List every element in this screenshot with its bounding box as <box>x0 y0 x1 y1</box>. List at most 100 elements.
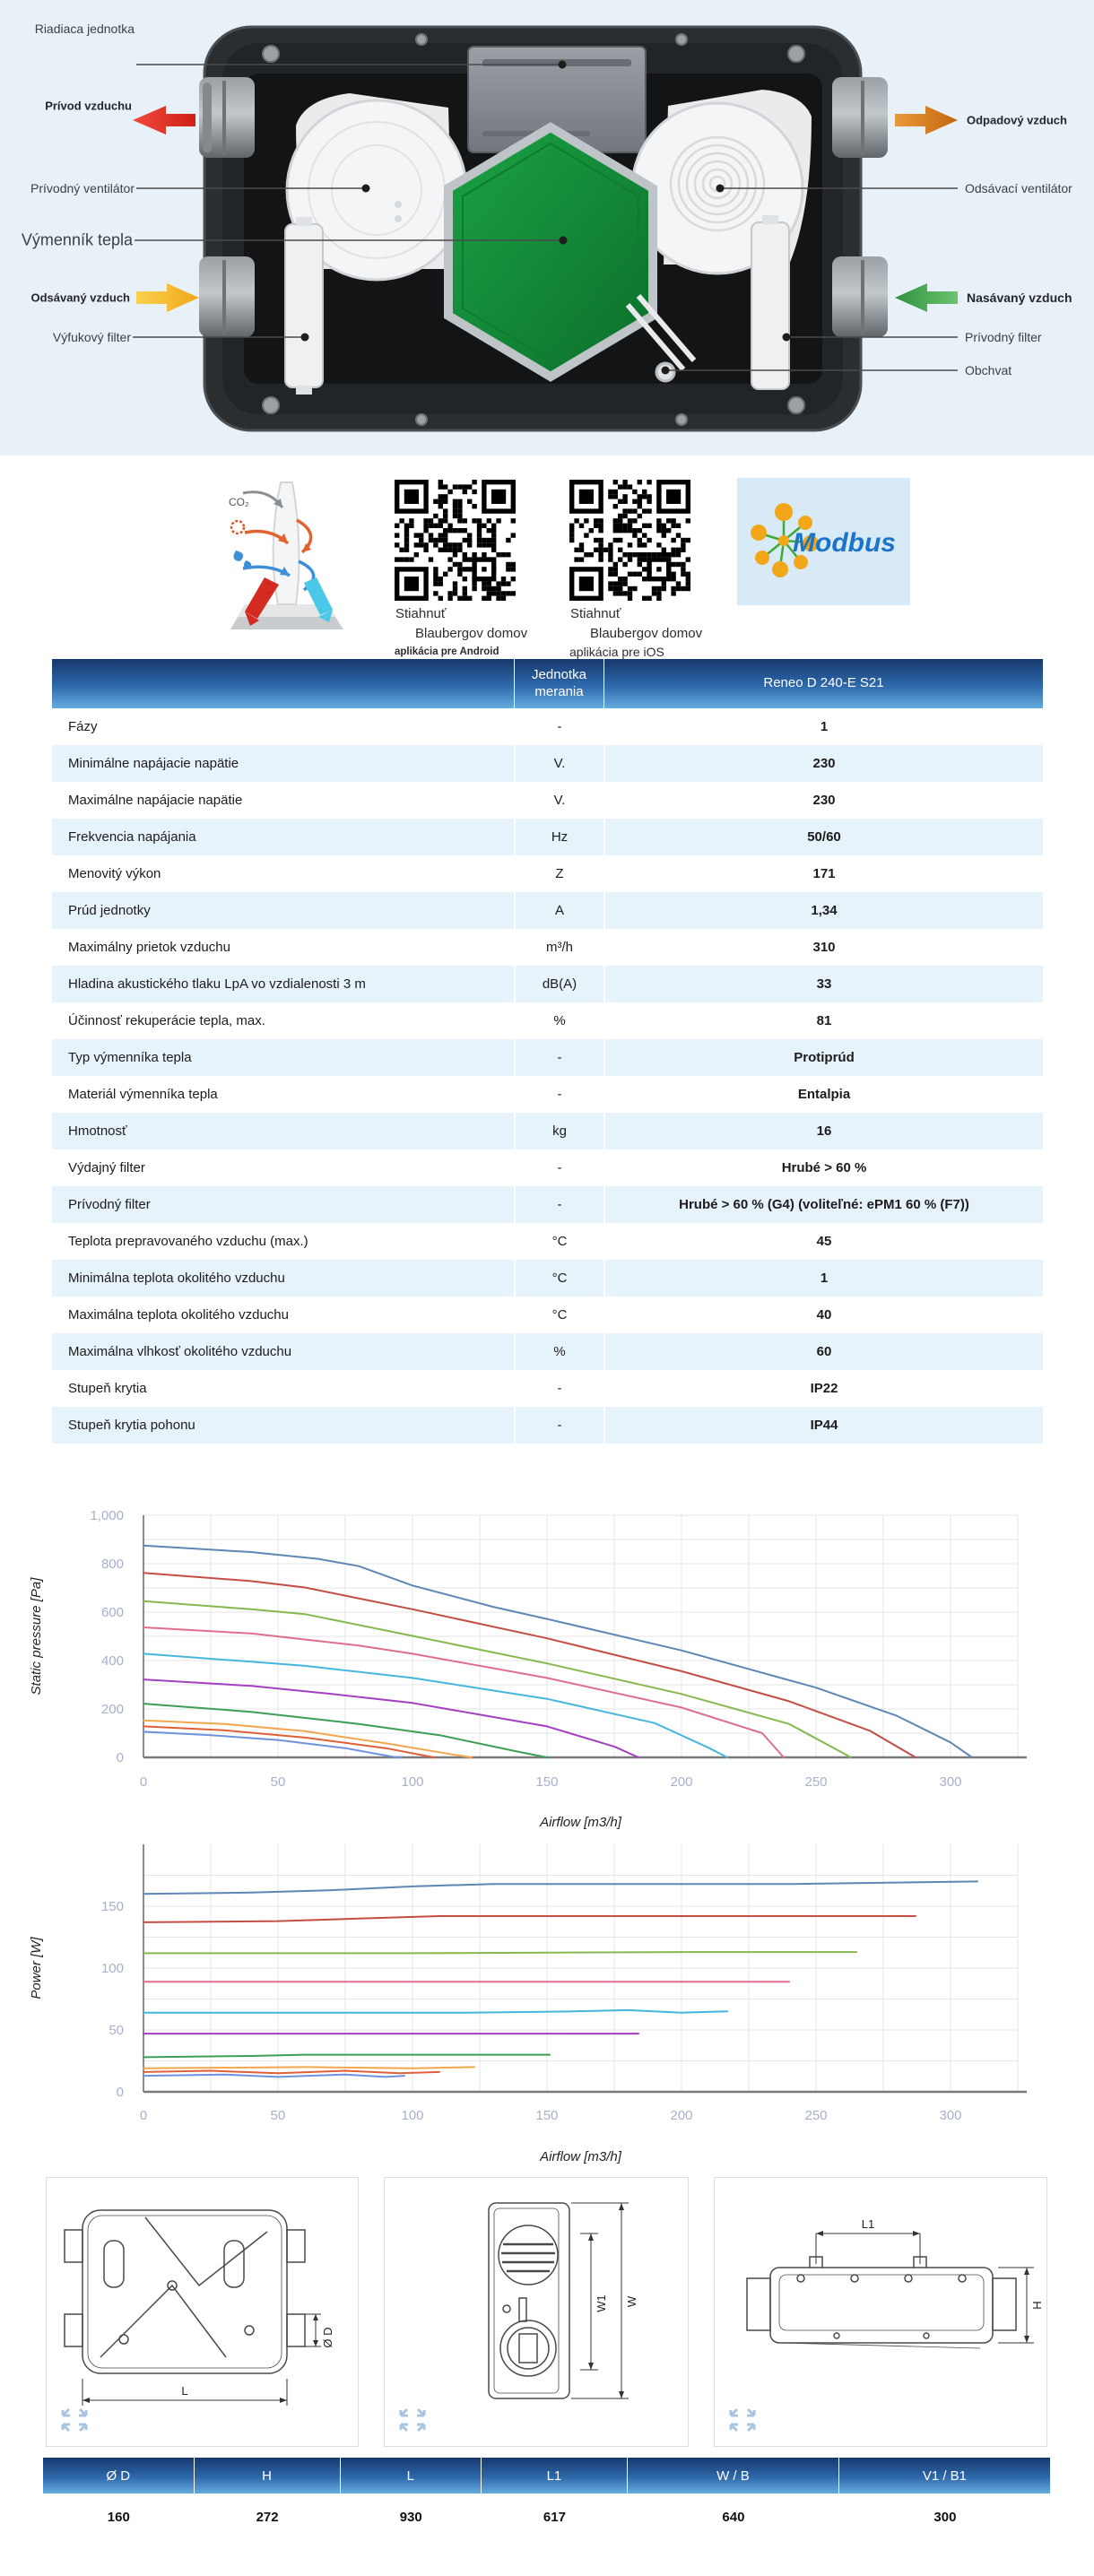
screws <box>262 33 805 426</box>
y-axis-label: Static pressure [Pa] <box>29 1577 44 1696</box>
table-row: Minimálna teplota okolitého vzduchu °C 1 <box>52 1260 1043 1297</box>
value-cell: 1 <box>820 719 829 734</box>
chart-series <box>143 1703 548 1758</box>
chart-series <box>143 1678 639 1758</box>
param-cell: Prívodný filter <box>52 1186 514 1223</box>
qr-ios-caption-3: aplikácia pre iOS <box>569 645 664 659</box>
unit-cell: V. <box>553 793 566 808</box>
value-cell: 40 <box>816 1307 832 1323</box>
unit-cell: - <box>557 1087 562 1102</box>
label-supply-fan: Prívodný ventilátor <box>30 181 135 195</box>
value-cell: IP44 <box>605 1407 1043 1444</box>
x-tick-label: 300 <box>939 2108 961 2123</box>
chart-series <box>143 2066 475 2069</box>
value-cell: 33 <box>605 966 1043 1002</box>
label-bypass: Obchvat <box>965 363 1012 377</box>
air-quality-app-icon: CO₂ <box>229 481 343 629</box>
x-tick-label: 100 <box>401 1774 423 1790</box>
label-exhaust-filter: Výfukový filter <box>52 330 131 344</box>
param-cell: Výdajný filter <box>68 1160 145 1175</box>
table-row: Prívodný filter - Hrubé > 60 % (G4) (volit… <box>52 1186 1043 1223</box>
chart-series <box>143 2053 551 2059</box>
value-cell: 16 <box>605 1113 1043 1149</box>
spec-table: Jednotka merania Reneo D 240-E S21 Fázy -… <box>52 659 1043 1444</box>
spec-header-unit: Jednotka merania <box>515 659 603 708</box>
leader-lines <box>133 64 958 371</box>
value-cell: Protiprúd <box>605 1039 1043 1076</box>
y-tick-label: 1,000 <box>90 1508 124 1523</box>
expand-icon[interactable] <box>397 2407 428 2433</box>
x-tick-label: 0 <box>140 2108 147 2123</box>
chart-series <box>143 1626 785 1758</box>
dimensions-table: Ø D H L L1 W / B V1 / B1 160 272 930 617 640 300 <box>43 2458 1051 2540</box>
x-axis-label: Airflow [m3/h] <box>539 1815 622 1830</box>
y-tick-label: 0 <box>117 2085 124 2100</box>
param-cell: Teplota prepravovaného vzduchu (max.) <box>68 1234 308 1249</box>
unit-cell: °C <box>516 1260 603 1297</box>
value-cell: Hrubé > 60 % <box>781 1160 867 1175</box>
qr-android-caption-3: aplikácia pre Android <box>395 646 499 657</box>
x-tick-label: 50 <box>271 1774 286 1790</box>
table-row: Hladina akustického tlaku LpA vo vzdiale… <box>52 966 1043 1002</box>
unit-cell: Z <box>555 866 564 881</box>
unit-cell: °C <box>551 1307 568 1323</box>
expand-icon[interactable] <box>727 2407 758 2433</box>
param-cell: Typ výmenníka tepla <box>52 1039 514 1076</box>
dim-value-cell: 160 <box>107 2509 130 2525</box>
param-cell: Hladina akustického tlaku LpA vo vzdiale… <box>52 966 514 1002</box>
value-cell: 230 <box>812 793 836 808</box>
product-illustration <box>133 25 958 432</box>
chart-series <box>143 1572 916 1758</box>
table-row: Minimálne napájacie napätie V. 230 <box>52 745 1043 782</box>
unit-cell: - <box>557 1160 562 1175</box>
value-cell: Hrubé > 60 % (G4) (voliteľné: ePM1 60 % … <box>605 1186 1043 1223</box>
unit-cell: A <box>516 892 603 929</box>
param-cell: Maximálna vlhkosť okolitého vzduchu <box>52 1333 514 1370</box>
port-intake-in <box>832 256 888 337</box>
value-cell: 171 <box>812 866 836 881</box>
y-tick-label: 600 <box>101 1605 124 1620</box>
table-row: Typ výmenníka tepla - Protiprúd <box>52 1039 1043 1076</box>
x-tick-label: 200 <box>670 1774 692 1790</box>
chart-series <box>143 2069 440 2075</box>
table-row: Maximálne napájacie napätie V. 230 <box>52 782 1043 819</box>
waste-air-arrow <box>895 106 958 134</box>
unit-cell: m³/h <box>546 940 573 955</box>
expand-icon[interactable] <box>59 2407 90 2433</box>
modbus-logo: Modbus <box>751 503 896 577</box>
unit-cell: - <box>557 719 562 734</box>
drawing-top-view: Ø D L <box>46 2177 359 2447</box>
table-row: Materiál výmenníka tepla - Entalpia <box>52 1076 1043 1113</box>
unit-cell: °C <box>551 1234 568 1249</box>
label-intake-air: Nasávaný vzduch <box>967 291 1072 305</box>
spec-header-param <box>52 659 514 708</box>
x-axis-label: Airflow [m3/h] <box>539 2149 622 2164</box>
dim-label-l1: L1 <box>862 2217 874 2231</box>
unit-cell: - <box>516 1407 603 1444</box>
chart-series <box>143 1951 857 1955</box>
drawing-front-view-svg: L1 H <box>746 2217 1044 2349</box>
exhaust-filter-part <box>284 217 324 395</box>
unit-cell: kg <box>516 1113 603 1149</box>
dim-header-cell: L1 <box>481 2458 627 2494</box>
label-waste-air: Odpadový vzduch <box>967 113 1067 127</box>
param-cell: Prúd jednotky <box>52 892 514 929</box>
table-row: Prúd jednotky A 1,34 <box>52 892 1043 929</box>
param-cell: Minimálne napájacie napätie <box>52 745 514 782</box>
dimensions-table-header: Ø D H L L1 W / B V1 / B1 <box>43 2458 1051 2494</box>
unit-cell: % <box>553 1013 566 1028</box>
y-tick-label: 0 <box>117 1750 124 1765</box>
x-tick-label: 100 <box>401 2108 423 2123</box>
extract-air-arrow <box>136 283 199 312</box>
supply-filter-part <box>751 215 790 390</box>
spec-table-body: Fázy -1 Minimálne napájacie napätie V. 230 Ma… <box>52 708 1043 1444</box>
table-row: Stupeň krytia pohonu - IP44 <box>52 1407 1043 1444</box>
drawing-top-view-svg: Ø D L <box>64 2209 334 2406</box>
dim-label-w: W <box>625 2295 638 2307</box>
leader-dots <box>300 60 791 375</box>
table-row: Teplota prepravovaného vzduchu (max.) °C 4… <box>52 1223 1043 1260</box>
intake-air-arrow <box>895 283 958 312</box>
value-cell: 81 <box>816 1013 832 1028</box>
value-cell: 1 <box>605 1260 1043 1297</box>
